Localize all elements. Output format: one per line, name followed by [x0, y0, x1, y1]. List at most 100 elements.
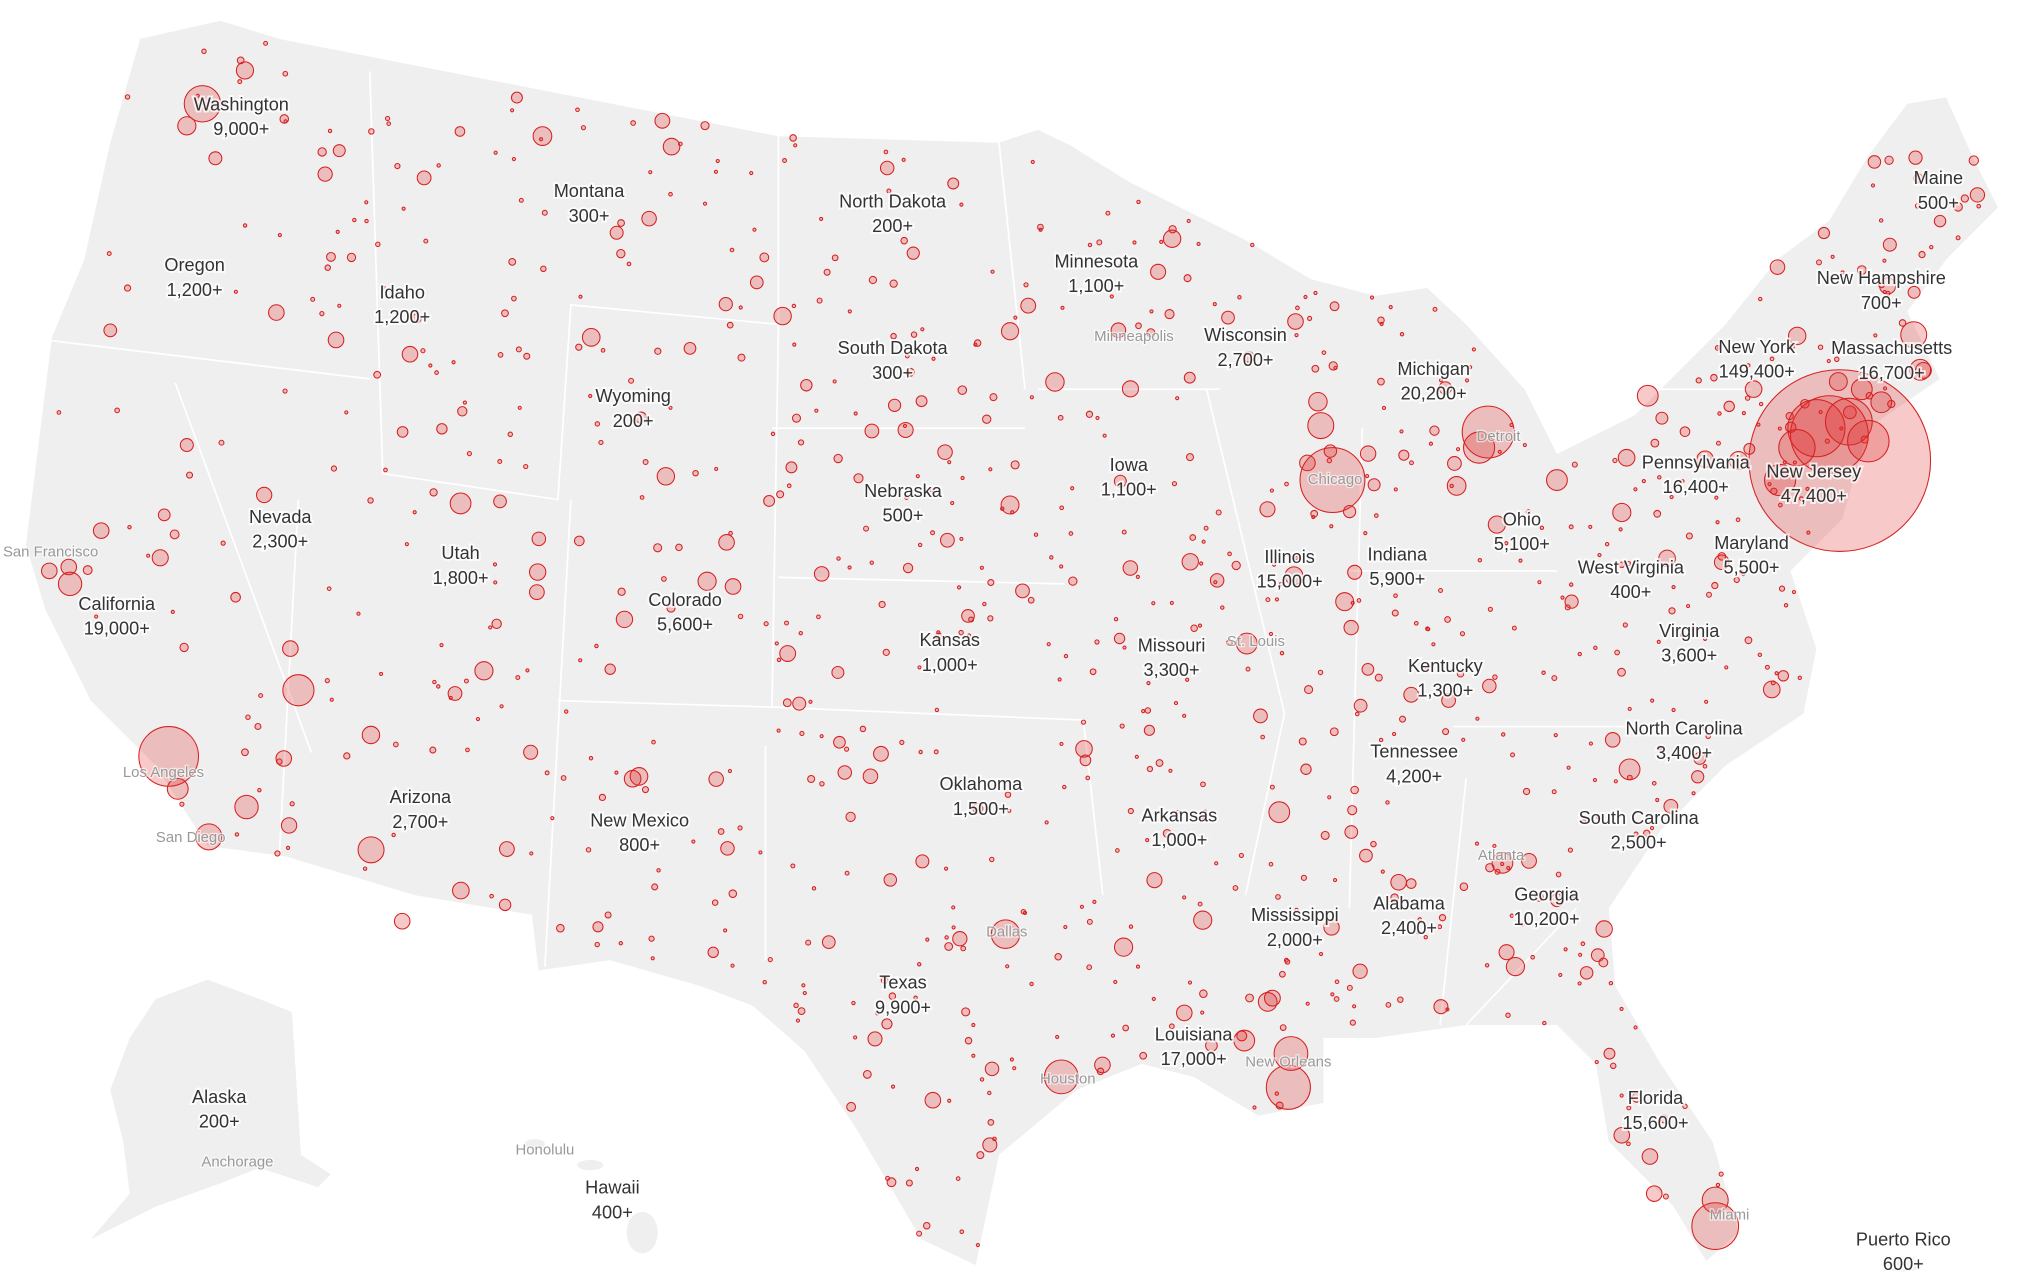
case-bubble: [1474, 841, 1480, 846]
case-bubble: [1329, 524, 1334, 529]
case-bubble: [808, 699, 813, 704]
case-bubble: [1392, 731, 1397, 737]
case-bubble: [1656, 745, 1663, 751]
case-bubble: [432, 679, 437, 685]
case-bubble: [1413, 620, 1419, 626]
case-bubble: [1012, 1066, 1017, 1071]
case-bubble: [1294, 333, 1299, 338]
case-bubble: [1817, 226, 1831, 240]
case-bubble: [934, 707, 940, 713]
case-bubble: [1882, 386, 1888, 391]
case-bubble: [979, 1077, 985, 1082]
case-bubble: [1433, 999, 1449, 1015]
case-bubble: [1405, 389, 1410, 394]
case-bubble: [1806, 530, 1811, 535]
case-bubble: [1444, 616, 1451, 623]
state-cases: 2,700+: [1218, 350, 1274, 370]
case-bubble: [1723, 400, 1735, 413]
case-bubble: [1023, 282, 1029, 288]
case-bubble: [1079, 904, 1085, 909]
case-bubble: [1346, 984, 1353, 991]
case-bubble: [1792, 460, 1797, 465]
case-bubble: [1604, 732, 1621, 748]
case-bubble: [1200, 1010, 1205, 1015]
state-name: Illinois: [1264, 547, 1314, 567]
case-bubble: [1671, 585, 1676, 590]
case-bubble: [1551, 675, 1558, 682]
case-bubble: [1122, 645, 1127, 650]
case-bubble: [651, 883, 659, 891]
case-bubble: [883, 873, 898, 887]
case-bubble: [1976, 203, 1982, 209]
case-bubble: [1175, 1004, 1193, 1022]
case-bubble: [1658, 549, 1676, 568]
case-bubble: [1189, 534, 1197, 541]
case-bubble: [713, 169, 719, 174]
case-bubble: [918, 749, 923, 755]
case-bubble: [1691, 770, 1705, 784]
case-bubble: [675, 543, 683, 552]
case-bubble: [968, 616, 975, 623]
case-bubble: [811, 886, 817, 891]
case-bubble: [737, 353, 746, 362]
case-bubble: [1625, 560, 1632, 567]
case-bubble: [489, 893, 494, 899]
case-bubble: [280, 817, 298, 834]
case-bubble: [1377, 377, 1385, 386]
case-bubble: [465, 747, 470, 753]
case-bubble: [592, 921, 604, 933]
case-bubble: [1778, 502, 1783, 508]
case-bubble: [497, 459, 503, 464]
case-bubble: [598, 439, 604, 446]
case-bubble: [801, 983, 806, 988]
case-bubble: [1347, 564, 1363, 580]
state-name: Washington: [194, 94, 289, 114]
case-bubble: [1086, 964, 1093, 971]
state-name: Nevada: [249, 507, 312, 527]
case-bubble: [1005, 964, 1010, 969]
case-bubble: [1260, 734, 1265, 740]
case-bubble: [752, 227, 757, 232]
state-cases: 1,000+: [922, 655, 978, 675]
case-bubble: [714, 466, 719, 471]
case-bubble: [1020, 297, 1037, 314]
case-bubble: [218, 439, 225, 446]
state-name: Alaska: [192, 1087, 247, 1107]
city-name: Honolulu: [516, 1142, 575, 1159]
case-bubble: [1333, 996, 1340, 1002]
case-bubble: [614, 770, 619, 775]
case-bubble: [1010, 460, 1020, 470]
case-bubble: [1592, 777, 1598, 783]
case-bubble: [1253, 708, 1268, 724]
case-bubble: [1769, 259, 1786, 275]
case-bubble: [1245, 666, 1251, 672]
case-bubble: [123, 284, 132, 292]
case-bubble: [915, 854, 930, 869]
case-bubble: [1438, 381, 1453, 395]
case-bubble: [1423, 934, 1428, 940]
case-bubble: [718, 534, 735, 551]
case-bubble: [1578, 952, 1583, 957]
case-bubble: [1049, 555, 1054, 560]
state-name: Wisconsin: [1204, 325, 1287, 345]
case-bubble: [763, 621, 769, 627]
case-bubble: [609, 225, 624, 240]
case-bubble: [1783, 603, 1789, 608]
case-bubble: [1121, 529, 1127, 535]
case-bubble: [867, 1031, 883, 1047]
case-bubble: [724, 578, 742, 595]
case-bubble: [234, 794, 259, 820]
case-bubble: [904, 353, 910, 359]
case-bubble: [1044, 820, 1049, 825]
case-bubble: [1127, 807, 1134, 815]
case-bubble: [556, 923, 565, 933]
case-bubble: [1326, 457, 1333, 464]
case-bubble: [1311, 364, 1320, 373]
state-cases: 300+: [872, 363, 913, 383]
case-bubble: [1614, 649, 1620, 656]
case-bubble: [1186, 218, 1191, 224]
case-bubble: [393, 912, 411, 930]
state-cases: 200+: [199, 1111, 240, 1131]
case-bubble: [1113, 632, 1126, 645]
state-cases: 1,800+: [433, 568, 489, 588]
